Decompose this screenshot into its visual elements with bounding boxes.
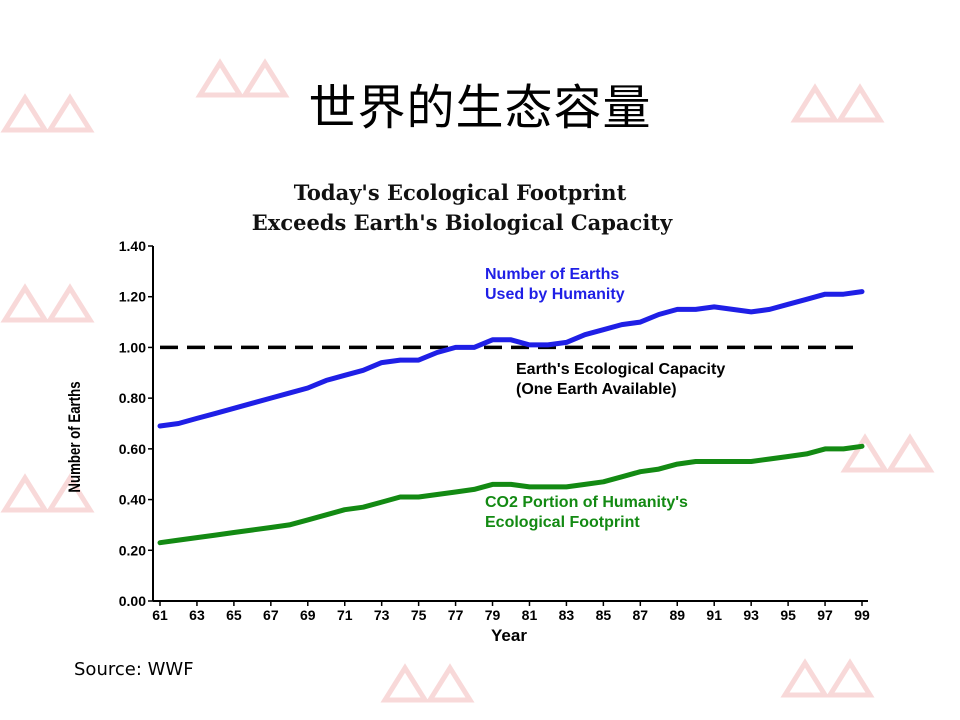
earths-used-label: Used by Humanity xyxy=(485,286,625,303)
x-tick-label: 97 xyxy=(817,607,833,623)
x-tick-label: 95 xyxy=(780,607,796,623)
chart-axes xyxy=(152,246,868,602)
capacity-label: Earth's Ecological Capacity xyxy=(516,361,725,378)
x-tick-label: 91 xyxy=(706,607,722,623)
x-axis-label: Year xyxy=(491,626,527,645)
y-tick-label: 0.40 xyxy=(119,492,146,508)
x-tick-label: 81 xyxy=(522,607,538,623)
x-tick-label: 71 xyxy=(337,607,353,623)
chart-subtitle: Exceeds Earth's Biological Capacity xyxy=(252,210,673,235)
x-tick-label: 65 xyxy=(226,607,242,623)
x-tick-label: 61 xyxy=(152,607,168,623)
earths-used-line xyxy=(157,289,865,429)
co2-portion-label: CO2 Portion of Humanity's xyxy=(485,494,688,511)
watermark-logo xyxy=(195,58,290,98)
y-tick-label: 1.20 xyxy=(119,289,146,305)
x-tick-label: 87 xyxy=(633,607,649,623)
x-tick-label: 73 xyxy=(374,607,390,623)
y-tick-label: 0.00 xyxy=(119,593,146,609)
y-tick-label: 1.00 xyxy=(119,339,146,355)
watermark-logo xyxy=(0,473,95,513)
x-tick-label: 77 xyxy=(448,607,464,623)
x-tick-label: 93 xyxy=(743,607,759,623)
co2-portion-line xyxy=(157,443,865,546)
y-tick-label: 0.80 xyxy=(119,390,146,406)
slide-title: 世界的生态容量 xyxy=(308,80,652,136)
watermark-logo xyxy=(780,658,875,698)
watermark-logo xyxy=(790,83,885,123)
y-axis-label: Number of Earths xyxy=(66,381,85,492)
chart-labels: Number of Earths Used by Humanity Earth's … xyxy=(485,266,725,531)
y-tick-label: 0.20 xyxy=(119,542,146,558)
x-tick-label: 67 xyxy=(263,607,279,623)
x-tick-label: 75 xyxy=(411,607,427,623)
chart-ticks: 0.00 0.20 0.40 0.60 0.80 1.00 1.20 1.40 61 63 65 67… xyxy=(119,238,870,623)
co2-portion-label: Ecological Footprint xyxy=(485,514,640,531)
capacity-label: (One Earth Available) xyxy=(516,381,677,398)
y-tick-label: 0.60 xyxy=(119,441,146,457)
x-tick-label: 79 xyxy=(485,607,501,623)
watermark-logo xyxy=(840,433,935,473)
watermark-logo xyxy=(0,283,95,323)
source-note: Source: WWF xyxy=(74,659,194,680)
x-tick-label: 63 xyxy=(189,607,205,623)
watermark-logo xyxy=(380,663,475,703)
earths-used-label: Number of Earths xyxy=(485,266,619,283)
x-tick-label: 89 xyxy=(669,607,685,623)
x-tick-label: 69 xyxy=(300,607,316,623)
chart-title: Today's Ecological Footprint xyxy=(294,180,627,205)
x-tick-label: 85 xyxy=(596,607,612,623)
x-tick-label: 83 xyxy=(559,607,575,623)
x-tick-label: 99 xyxy=(854,607,870,623)
chart-series xyxy=(157,289,865,546)
watermark-logo xyxy=(0,93,95,133)
y-tick-label: 1.40 xyxy=(119,238,146,254)
